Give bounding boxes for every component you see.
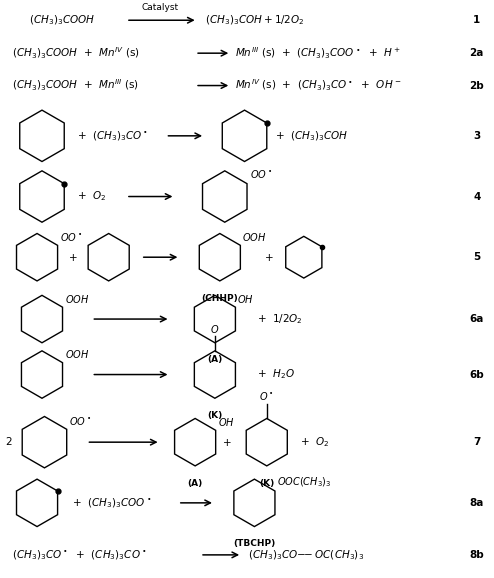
Text: 7: 7: [473, 437, 480, 447]
Text: 2b: 2b: [469, 80, 484, 91]
Text: 6a: 6a: [469, 314, 484, 324]
Text: $+$  $H_2O$: $+$ $H_2O$: [257, 368, 294, 381]
Text: $(CH_3)_3COOH$  +  $Mn^{III}$ (s): $(CH_3)_3COOH$ + $Mn^{III}$ (s): [12, 78, 139, 93]
Text: 8b: 8b: [469, 550, 484, 560]
Text: $+$: $+$: [222, 436, 232, 448]
Text: $(CH_3)_3COOH$: $(CH_3)_3COOH$: [29, 13, 95, 27]
Text: $OO^\bullet$: $OO^\bullet$: [69, 415, 91, 427]
Text: 4: 4: [473, 191, 480, 202]
Text: $O^\bullet$: $O^\bullet$: [259, 390, 274, 402]
Text: 8a: 8a: [469, 498, 484, 508]
Text: 1: 1: [473, 15, 480, 25]
Text: Catalyst: Catalyst: [142, 3, 179, 12]
Text: $OH$: $OH$: [238, 293, 254, 305]
Text: 2a: 2a: [469, 48, 484, 58]
Text: $OOH$: $OOH$: [243, 231, 267, 243]
Text: 6b: 6b: [469, 369, 484, 380]
Text: (K): (K): [207, 411, 222, 420]
Text: $+$  $1/2O_2$: $+$ $1/2O_2$: [257, 312, 302, 326]
Text: $+$: $+$: [264, 251, 274, 263]
Text: $OOH$: $OOH$: [65, 349, 89, 360]
Text: 2: 2: [5, 437, 12, 447]
Text: $(CH_3)_3CO\mathrm{-\!\!-}OC(CH_3)_3$: $(CH_3)_3CO\mathrm{-\!\!-}OC(CH_3)_3$: [248, 548, 364, 562]
Text: $+$  $O_2$: $+$ $O_2$: [300, 435, 329, 449]
Text: $OO^\bullet$: $OO^\bullet$: [250, 168, 273, 180]
Text: $+$  $(CH_3)_3COO^\bullet$: $+$ $(CH_3)_3COO^\bullet$: [72, 496, 151, 510]
Text: $(CH_3)_3CO^\bullet$  $+$  $(CH_3)_3CO^\bullet$: $(CH_3)_3CO^\bullet$ $+$ $(CH_3)_3CO^\bu…: [12, 548, 147, 562]
Text: $Mn^{IV}$ (s)  +  $(CH_3)_3CO^\bullet$  +  $OH^-$: $Mn^{IV}$ (s) + $(CH_3)_3CO^\bullet$ + $…: [235, 78, 402, 93]
Text: $(CH_3)_3COOH$  +  $Mn^{IV}$ (s): $(CH_3)_3COOH$ + $Mn^{IV}$ (s): [12, 46, 140, 61]
Text: (K): (K): [259, 479, 274, 488]
Text: $O$: $O$: [210, 323, 219, 335]
Text: $+$  $(CH_3)_3COH$: $+$ $(CH_3)_3COH$: [275, 129, 348, 143]
Text: $Mn^{III}$ (s)  +  $(CH_3)_3COO^\bullet$  +  $H^+$: $Mn^{III}$ (s) + $(CH_3)_3COO^\bullet$ +…: [235, 46, 401, 61]
Text: $(CH_3)_3COH  +  1/2O$$_2$: $(CH_3)_3COH + 1/2O$$_2$: [205, 13, 304, 27]
Text: $+$  $(CH_3)_3CO^\bullet$: $+$ $(CH_3)_3CO^\bullet$: [77, 129, 148, 143]
Text: $OO^\bullet$: $OO^\bullet$: [60, 231, 82, 243]
Text: $+$: $+$: [68, 251, 78, 263]
Text: $OOC(CH_3)_3$: $OOC(CH_3)_3$: [277, 475, 331, 488]
Text: (TBCHP): (TBCHP): [233, 539, 276, 549]
Text: $+$  $O_2$: $+$ $O_2$: [77, 190, 106, 203]
Text: $OH$: $OH$: [218, 416, 234, 428]
Text: (CHHP): (CHHP): [202, 294, 238, 303]
Text: (A): (A): [188, 479, 203, 488]
Text: $OOH$: $OOH$: [65, 293, 89, 305]
Text: (A): (A): [207, 355, 222, 365]
Text: 5: 5: [473, 252, 480, 262]
Text: 3: 3: [473, 131, 480, 141]
